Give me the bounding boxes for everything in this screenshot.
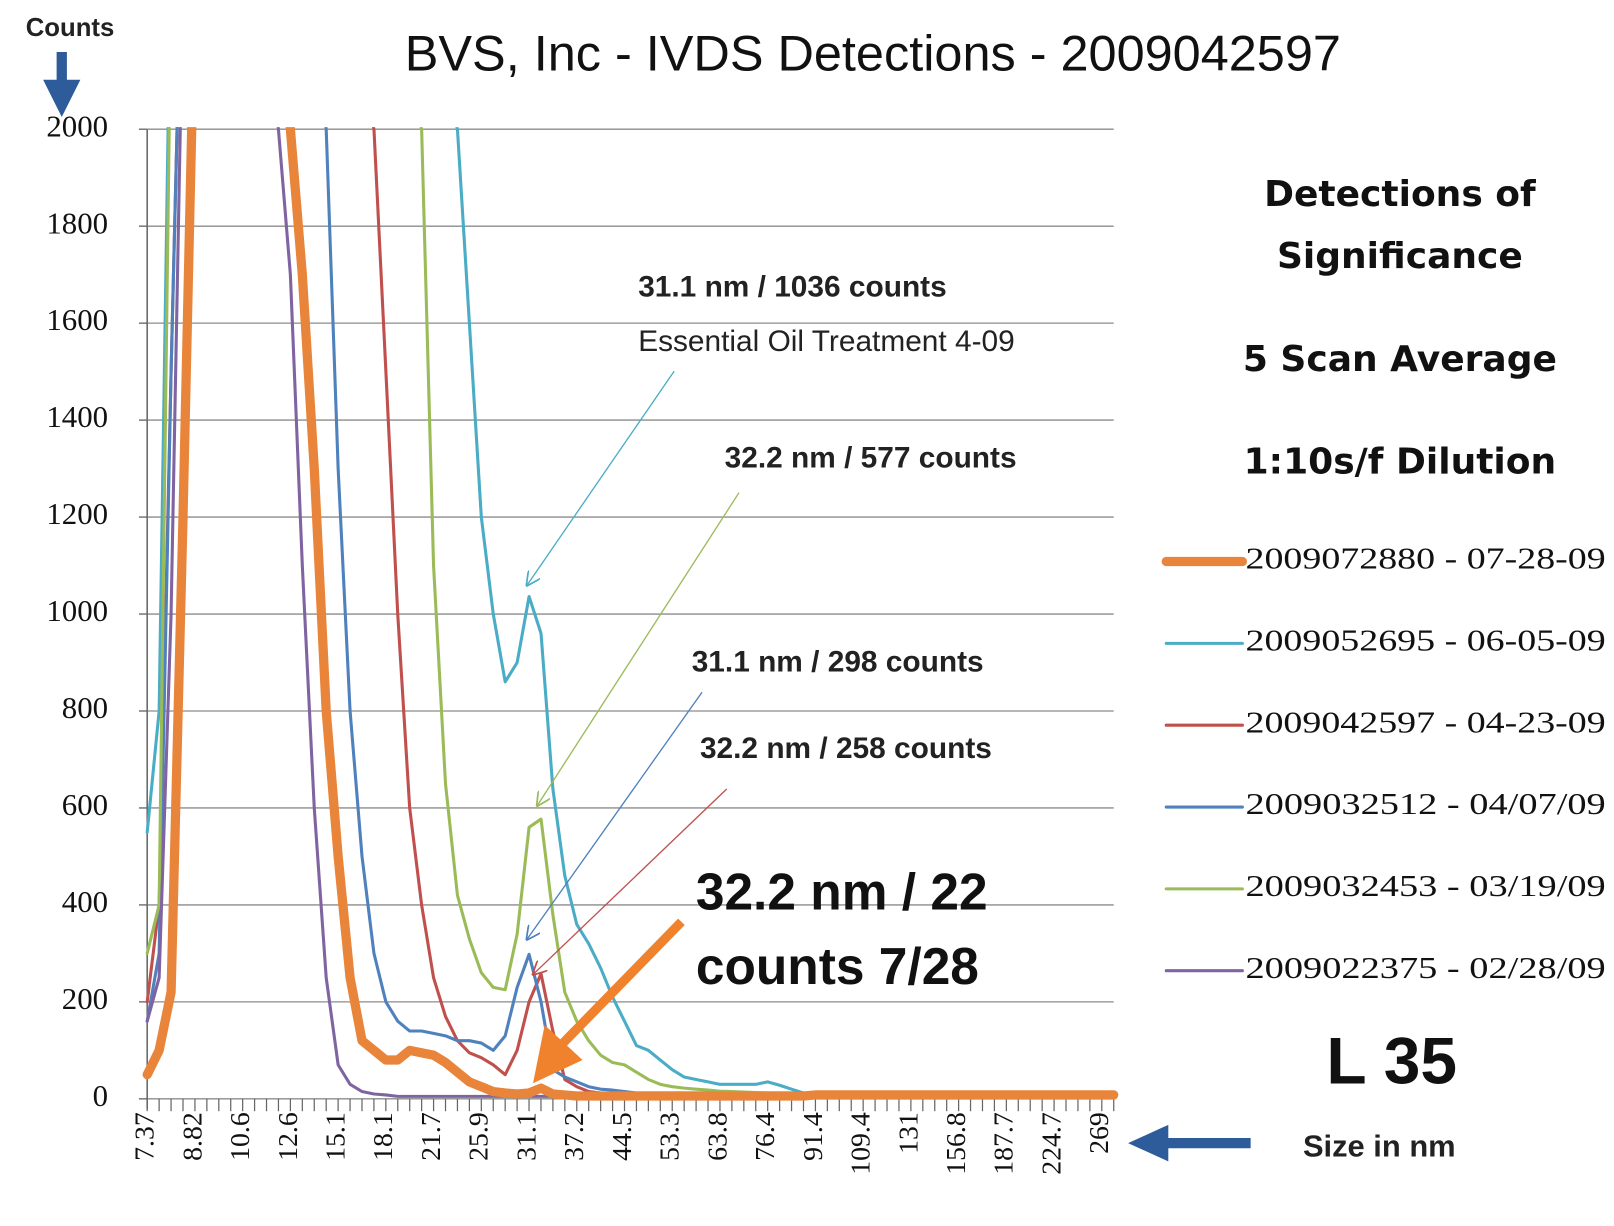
annotation: 31.1 nm / 298 counts <box>692 645 984 678</box>
y-tick-label: 800 <box>62 690 108 725</box>
annotation: 32.2 nm / 258 counts <box>700 732 992 765</box>
x-tick-label: 10.6 <box>225 1112 256 1161</box>
annotation: Essential Oil Treatment 4-09 <box>638 325 1015 358</box>
arrow <box>527 691 703 939</box>
grid: 0 200 400 600 800 1000 1200 1400 1600 1800 2000 7.3… <box>46 108 1115 1174</box>
x-tick-label: 187.7 <box>989 1112 1020 1175</box>
side-text: 1:10s/f Dilution <box>1244 442 1557 483</box>
legend-label: 2009072880 - 07-28-09 <box>1245 541 1605 576</box>
x-tick-label: 12.6 <box>273 1112 304 1161</box>
y-tick-label: 600 <box>62 787 108 822</box>
legend-label: 2009052695 - 06-05-09 <box>1245 622 1605 657</box>
annotation: 31.1 nm / 1036 counts <box>638 271 947 304</box>
side-panel: Detections of Significance 5 Scan Averag… <box>1128 174 1557 1163</box>
y-tick-label: 400 <box>62 884 108 919</box>
legend: 2009072880 - 07-28-09 2009052695 - 06-05-… <box>1161 541 1606 985</box>
x-tick-label: 91.4 <box>798 1112 829 1161</box>
x-tick-label: 7.37 <box>130 1112 161 1161</box>
y-axis-label: Counts <box>26 14 115 42</box>
x-tick-label: 37.2 <box>559 1112 590 1161</box>
x-tick-label: 25.9 <box>464 1112 495 1161</box>
x-tick-label: 53.3 <box>655 1112 686 1161</box>
arrow <box>533 788 728 974</box>
side-text: Detections of <box>1264 174 1536 215</box>
legend-label: 2009032453 - 03/19/09 <box>1245 868 1605 903</box>
chart-title: BVS, Inc - IVDS Detections - 2009042597 <box>405 24 1341 81</box>
x-tick-label: 44.5 <box>607 1112 638 1161</box>
y-tick-label: 1000 <box>46 593 108 628</box>
arrow <box>537 492 740 806</box>
x-tick-label: 224.7 <box>1036 1112 1067 1175</box>
y-tick-label: 1200 <box>46 496 108 531</box>
x-tick-label: 8.82 <box>177 1112 208 1161</box>
legend-label: 2009022375 - 02/28/09 <box>1245 950 1605 985</box>
x-tick-label: 76.4 <box>750 1112 781 1161</box>
x-tick-label: 31.1 <box>511 1112 542 1161</box>
x-tick-label: 63.8 <box>702 1112 733 1161</box>
side-text: Significance <box>1277 236 1523 277</box>
y-tick-label: 200 <box>62 981 108 1016</box>
side-text: 5 Scan Average <box>1243 339 1557 380</box>
annotation: 32.2 nm / 22 <box>696 863 988 921</box>
x-tick-label: 15.1 <box>320 1112 351 1161</box>
annotation: counts 7/28 <box>696 937 979 995</box>
x-tick-label: 131 <box>893 1112 924 1154</box>
y-tick-label: 2000 <box>46 108 108 143</box>
y-tick-label: 1400 <box>46 399 108 434</box>
legend-label: 2009032512 - 04/07/09 <box>1245 786 1605 821</box>
x-tick-label: 109.4 <box>846 1112 877 1175</box>
x-tick-label: 269 <box>1084 1112 1115 1154</box>
x-tick-label: 18.1 <box>368 1112 399 1161</box>
y-tick-label: 1800 <box>46 205 108 240</box>
y-tick-label: 1600 <box>46 302 108 337</box>
arrow <box>527 370 675 585</box>
x-tick-label: 21.7 <box>416 1112 447 1161</box>
plot <box>142 127 1119 1101</box>
arrow <box>533 918 685 1084</box>
side-text: L 35 <box>1326 1023 1457 1097</box>
x-tick-label: 156.8 <box>941 1112 972 1175</box>
series-line <box>142 127 1119 1101</box>
x-axis-arrow <box>1128 1124 1251 1162</box>
annotations: 31.1 nm / 1036 counts Essential Oil Trea… <box>527 271 1017 1084</box>
y-tick-label: 0 <box>93 1078 108 1113</box>
y-axis-arrow <box>43 52 81 118</box>
legend-label: 2009042597 - 04-23-09 <box>1245 704 1605 739</box>
x-axis-label: Size in nm <box>1303 1128 1456 1163</box>
annotation: 32.2 nm / 577 counts <box>725 442 1017 475</box>
